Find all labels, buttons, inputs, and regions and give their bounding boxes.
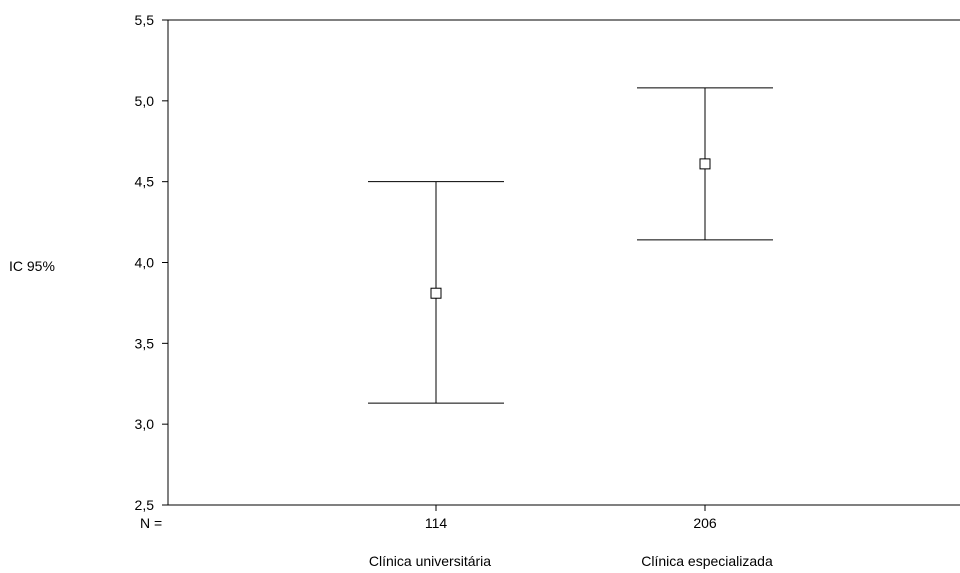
y-tick-label: 5,5 [135,12,155,28]
n-label: N = [140,515,162,531]
category-label: Clínica universitária [369,553,491,569]
y-tick-label: 2,5 [135,497,155,513]
n-value-label: 206 [693,515,717,531]
y-tick-label: 3,0 [135,416,155,432]
y-tick-label: 3,5 [135,335,155,351]
category-label: Clínica especializada [641,553,773,569]
plot-area: 2,5 3,0 3,5 4,0 4,5 5,0 5,5 N = 114 Clínica unive… [135,12,960,569]
y-tick-label: 5,0 [135,93,155,109]
mean-marker [699,158,711,170]
mean-marker [430,287,442,299]
y-axis-label: IC 95% [9,258,55,274]
y-tick-label: 4,0 [135,255,155,271]
n-value-label: 114 [425,515,448,531]
y-tick-label: 4,5 [135,174,155,190]
